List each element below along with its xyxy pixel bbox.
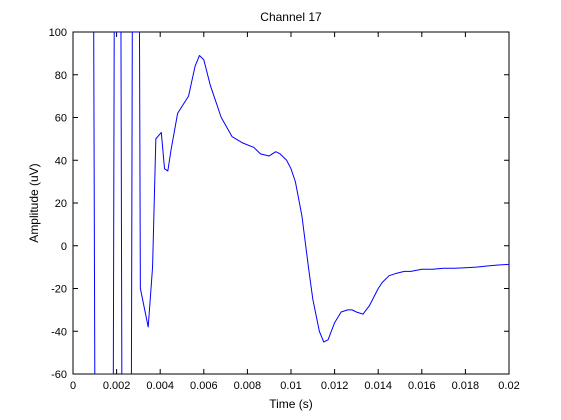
x-tick-label: 0.004: [146, 380, 174, 392]
y-tick-label: 100: [49, 27, 67, 39]
plot-area: [72, 31, 510, 375]
y-tick-label: 80: [55, 70, 67, 82]
y-tick-label: 40: [55, 155, 67, 167]
y-axis-ticks: -60 -40 -20 0 20 40 60 80 100: [49, 27, 509, 381]
x-tick-label: 0.018: [452, 380, 480, 392]
x-axis-label: Time (s): [269, 397, 313, 411]
x-tick-label: 0.008: [234, 380, 262, 392]
y-axis-label: Amplitude (uV): [27, 163, 41, 242]
x-tick-label: 0.006: [190, 380, 218, 392]
x-tick-label: 0.002: [103, 380, 131, 392]
x-tick-label: 0: [70, 380, 76, 392]
x-tick-label: 0.014: [364, 380, 392, 392]
chart-title: Channel 17: [260, 10, 322, 24]
x-axis-ticks: 0 0.002 0.004 0.006 0.008 0.01 0.012 0.014 0.016…: [70, 32, 520, 392]
y-tick-label: 0: [61, 241, 67, 253]
y-tick-label: 20: [55, 198, 67, 210]
y-tick-label: -20: [51, 284, 67, 296]
y-tick-label: -40: [51, 326, 67, 338]
y-tick-label: -60: [51, 369, 67, 381]
x-tick-label: 0.016: [408, 380, 436, 392]
x-tick-label: 0.012: [321, 380, 349, 392]
x-tick-label: 0.01: [280, 380, 301, 392]
y-tick-label: 60: [55, 113, 67, 125]
x-tick-label: 0.02: [498, 380, 519, 392]
series-line: [93, 32, 509, 374]
